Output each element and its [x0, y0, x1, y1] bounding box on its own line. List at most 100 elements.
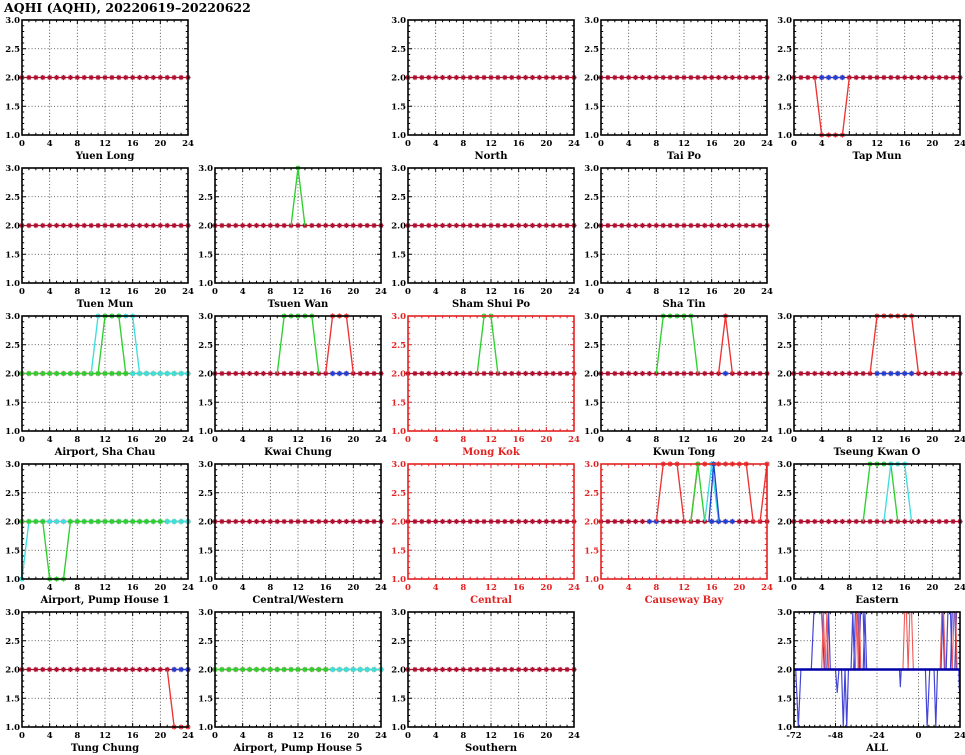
y-tick-label: 1.5 [198, 250, 213, 260]
chart-title: Eastern [855, 595, 899, 606]
x-tick-label: 24 [182, 139, 194, 149]
x-tick-label: 20 [540, 435, 552, 445]
x-tick-label: 8 [460, 287, 466, 297]
y-tick-label: 3.0 [5, 312, 20, 322]
chart-tai-po: 3.0 2.5 2.0 1.5 1.0 0 4 8 12 16 20 24 Tai Po [584, 0, 774, 170]
x-tick-label: -24 [869, 731, 884, 741]
x-tick-label: 16 [706, 435, 718, 445]
x-tick-label: 12 [292, 435, 304, 445]
y-tick-label: 1.5 [391, 546, 406, 556]
plot-frame [793, 463, 961, 580]
x-tick-label: 24 [568, 583, 580, 593]
x-tick-label: 0 [791, 435, 797, 445]
y-tick-label: 2.5 [198, 637, 213, 647]
chart-title: Mong Kok [462, 447, 521, 458]
y-tick-label: 1.0 [584, 279, 599, 289]
y-tick-label: 1.5 [584, 250, 599, 260]
chart-title: Yuen Long [75, 151, 135, 162]
series-markers-base [19, 74, 191, 81]
x-tick-label: 20 [540, 139, 552, 149]
plot-central: 3.0 2.5 2.0 1.5 1.00 4 8 12 16 20 24 Central [391, 460, 580, 606]
x-tick-label: 4 [626, 583, 632, 593]
chart-title: Airport, Pump House 5 [232, 743, 362, 754]
y-tick-label: 2.0 [391, 518, 406, 528]
chart-title: Causeway Bay [645, 595, 725, 606]
plot-airport-pump-house-1: 3.0 2.5 2.0 1.5 1.00 4 8 12 16 20 24 Airport, Pump … [5, 460, 194, 606]
x-tick-label: 24 [568, 731, 580, 741]
x-tick-label: 12 [99, 583, 111, 593]
y-tick-label: 2.5 [5, 193, 20, 203]
x-tick-label: 0 [212, 583, 218, 593]
x-tick-label: 8 [74, 731, 80, 741]
chart-southern: 3.0 2.5 2.0 1.5 1.0 0 4 8 12 16 20 24 Southern [391, 592, 581, 755]
y-tick-label: 2.5 [777, 45, 792, 55]
x-tick-label: 16 [513, 731, 525, 741]
x-tick-label: 16 [127, 435, 139, 445]
series-markers-base [19, 222, 191, 229]
y-tick-label: 3.0 [777, 16, 792, 26]
x-tick-label: 24 [954, 435, 965, 445]
series-line-red [717, 315, 734, 374]
plot-tseung-kwan-o: 3.0 2.5 2.0 1.5 1.00 4 8 12 16 20 24 Tseung Kwan O [777, 312, 965, 458]
x-tick-label: 12 [678, 139, 690, 149]
plot-frame [21, 167, 189, 284]
series-line-red [324, 315, 355, 374]
plot-sha-tin: 3.0 2.5 2.0 1.5 1.00 4 8 12 16 20 24 Sha Tin [584, 164, 773, 310]
series-line-cyan [21, 521, 30, 580]
x-tick-label: 12 [292, 731, 304, 741]
y-tick-label: 2.0 [584, 370, 599, 380]
y-tick-label: 1.5 [391, 102, 406, 112]
x-tick-label: 12 [99, 731, 111, 741]
chart-airport-sha-chau: 3.0 2.5 2.0 1.5 1.0 0 4 8 12 16 20 24 Airport, Sha C… [5, 296, 195, 466]
plot-tung-chung: 3.0 2.5 2.0 1.5 1.00 4 8 12 16 20 24 Tung Chung [5, 608, 194, 754]
y-tick-label: 2.5 [5, 45, 20, 55]
y-tick-label: 2.5 [584, 489, 599, 499]
y-tick-label: 1.5 [391, 694, 406, 704]
y-tick-label: 1.0 [391, 723, 406, 733]
y-tick-label: 1.5 [584, 546, 599, 556]
x-tick-label: 4 [240, 583, 246, 593]
chart-all: 3.0 2.5 2.0 1.5 1.0 -72 -48 -24 0 24 ALL [777, 592, 965, 755]
plot-tsuen-wan: 3.0 2.5 2.0 1.5 1.00 4 8 12 16 20 24 Tsuen Wan [198, 164, 387, 310]
y-tick-label: 1.0 [198, 279, 213, 289]
series-markers-base [405, 74, 577, 81]
x-tick-label: 20 [347, 287, 359, 297]
y-tick-label: 3.0 [777, 460, 792, 470]
y-tick-label: 3.0 [198, 460, 213, 470]
x-tick-label: 16 [899, 435, 911, 445]
series-markers-base [212, 370, 384, 377]
y-tick-label: 1.0 [777, 723, 792, 733]
x-tick-label: 0 [791, 139, 797, 149]
y-tick-label: 3.0 [198, 608, 213, 618]
series-markers-base [405, 666, 577, 673]
y-tick-label: 1.0 [198, 575, 213, 585]
x-tick-label: 12 [292, 583, 304, 593]
chart-title: Tai Po [667, 151, 701, 162]
x-tick-label: 20 [540, 287, 552, 297]
plot-frame [407, 167, 575, 284]
plot-airport-pump-house-5: 3.0 2.5 2.0 1.5 1.00 4 8 12 16 20 24 Airport, Pump … [198, 608, 387, 754]
plot-airport-sha-chau: 3.0 2.5 2.0 1.5 1.00 4 8 12 16 20 24 Airport, Sha C… [5, 312, 194, 458]
x-tick-label: 20 [154, 731, 166, 741]
x-tick-label: 24 [182, 287, 194, 297]
y-tick-label: 1.5 [777, 102, 792, 112]
y-tick-label: 1.0 [777, 427, 792, 437]
x-tick-label: 8 [74, 435, 80, 445]
x-tick-label: 0 [791, 583, 797, 593]
x-tick-label: 0 [405, 583, 411, 593]
series-markers-base [405, 222, 577, 229]
y-tick-label: 1.5 [5, 694, 20, 704]
plot-frame [793, 611, 961, 728]
y-tick-label: 2.0 [777, 666, 792, 676]
chart-eastern: 3.0 2.5 2.0 1.5 1.0 0 4 8 12 16 20 24 Eastern [777, 444, 965, 614]
chart-title: Tseung Kwan O [834, 447, 921, 458]
series-line-green [476, 315, 499, 374]
y-tick-label: 1.5 [198, 694, 213, 704]
x-tick-label: 8 [846, 139, 852, 149]
chart-kwun-tong: 3.0 2.5 2.0 1.5 1.0 0 4 8 12 16 20 24 Kwun Tong [584, 296, 774, 466]
y-tick-label: 3.0 [391, 164, 406, 174]
x-tick-label: 4 [626, 435, 632, 445]
x-tick-label: 4 [819, 435, 825, 445]
x-tick-label: 20 [154, 435, 166, 445]
chart-causeway-bay: 3.0 2.5 2.0 1.5 1.0 0 4 8 12 16 20 24 Causeway Bay [584, 444, 774, 614]
